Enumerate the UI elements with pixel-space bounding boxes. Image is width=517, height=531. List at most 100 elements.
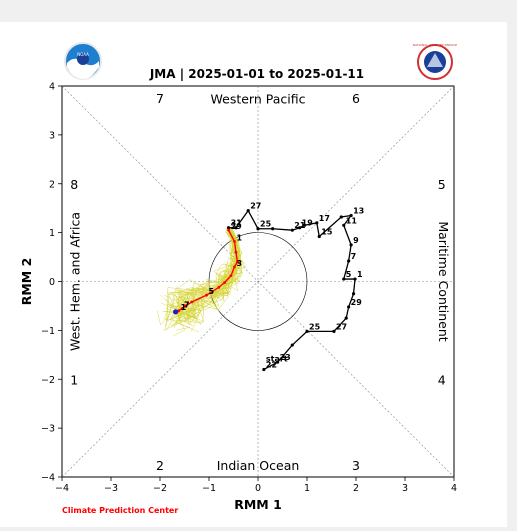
forecast-point [180, 306, 184, 310]
forecast-point [234, 250, 238, 254]
footer-credit: Climate Prediction Center [62, 506, 178, 515]
observed-point [271, 227, 275, 231]
forecast-point [233, 240, 236, 243]
observed-point [342, 277, 346, 281]
forecast-point-label: 3 [236, 259, 242, 268]
observed-point [302, 223, 307, 227]
observed-point-label: 11 [346, 216, 358, 225]
ensemble-member-line [177, 227, 241, 314]
observed-point [344, 316, 348, 320]
observed-point-label: 29 [351, 298, 363, 307]
observed-point-label: 22 [266, 360, 277, 369]
nws-logo-icon: NATIONAL WEATHER SERVICE [413, 43, 458, 80]
x-tick-label: −4 [55, 483, 69, 494]
observed-point-label: 23 [280, 353, 291, 362]
observed-point [227, 226, 231, 230]
x-tick-label: −1 [202, 483, 216, 494]
observed-point-label: 21 [294, 221, 306, 230]
start-label: start [266, 354, 288, 363]
y-tick-label: 0 [49, 277, 55, 288]
observed-point [339, 215, 343, 219]
phase-label-5: 5 [438, 177, 446, 192]
observed-point [290, 228, 294, 232]
observed-point-label: 5 [346, 270, 352, 279]
y-tick-label: −3 [41, 424, 55, 435]
observed-line [227, 209, 357, 372]
mjo-phase-diagram: NOAA NATIONAL WEATHER SERVICE JMA | 2025… [19, 42, 458, 515]
forecast-point-label: 5 [209, 287, 215, 296]
forecast-point [184, 304, 187, 308]
region-label-indian-ocean: Indian Ocean [217, 458, 300, 473]
forecast-point-label: 29 [231, 222, 243, 231]
observed-point [262, 367, 266, 372]
observed-point [351, 292, 356, 296]
observed-point-label: 13 [353, 207, 364, 216]
forecast-point [217, 285, 221, 289]
phase-label-1: 1 [70, 372, 78, 387]
y-tick-label: 2 [49, 179, 55, 190]
observed-point [276, 360, 280, 364]
observed-point-label: 27 [250, 202, 261, 211]
noaa-logo-icon: NOAA [64, 42, 102, 80]
observed-point [353, 277, 357, 281]
y-tick-label: −2 [41, 375, 55, 386]
ensemble-member-line [171, 233, 238, 318]
forecast-point [236, 260, 239, 264]
forecast-point [227, 228, 231, 232]
observed-point-label: 25 [309, 322, 321, 331]
forecast-point-label: 7 [184, 300, 190, 309]
ensemble-member-line [165, 232, 243, 327]
forecast-point [205, 293, 208, 297]
y-tick-label: −4 [41, 473, 55, 484]
x-axis-label: RMM 1 [234, 497, 282, 512]
observed-point [317, 234, 321, 239]
observed-point [332, 329, 336, 333]
observed-point [349, 213, 353, 218]
observed-point [347, 305, 351, 309]
observed-point-label: 27 [336, 322, 347, 331]
observed-point-label: 19 [302, 219, 314, 228]
ensemble-member-line [169, 227, 241, 333]
grid-lines [61, 85, 455, 478]
observed-point-label: 25 [260, 220, 272, 229]
observed-point-label: 15 [321, 228, 333, 237]
phase-label-2: 2 [156, 458, 164, 473]
phase-label-4: 4 [438, 372, 446, 387]
forecast-point-label: 1 [181, 303, 187, 312]
observed-point-label: 9 [353, 236, 359, 245]
ensemble-member-line [166, 231, 235, 320]
noaa-logo-text: NOAA [77, 52, 89, 57]
region-label-maritime-continent: Maritime Continent [436, 221, 451, 341]
region-label-west-hem-africa: West. Hem. and Africa [67, 212, 82, 351]
observed-point-label: 17 [319, 214, 330, 223]
forecast-point [223, 281, 227, 284]
x-axis-ticks: −4 −3 −2 −1 0 1 2 3 4 [55, 477, 457, 494]
x-tick-label: −2 [153, 483, 167, 494]
y-tick-label: 4 [49, 82, 55, 93]
observed-point-label: 7 [351, 252, 357, 261]
ensemble-member-line [178, 229, 240, 323]
grid-diagonal-2 [61, 85, 455, 478]
forecast-point [229, 274, 233, 278]
observed-point [347, 259, 351, 263]
phase-label-3: 3 [352, 458, 360, 473]
observed-point [298, 226, 302, 230]
x-tick-label: −3 [104, 483, 118, 494]
y-tick-label: −1 [41, 326, 55, 337]
forecast-point [233, 265, 236, 269]
observed-point [234, 226, 238, 230]
observed-point-label: 31 [231, 219, 243, 228]
observed-point [342, 223, 346, 227]
observed-point [305, 329, 309, 333]
region-label-western-pacific: Western Pacific [211, 92, 306, 107]
phase-label-8: 8 [70, 177, 78, 192]
observed-point [256, 227, 260, 231]
forecast-mean-line [173, 228, 239, 315]
forecast-end-marker [173, 309, 179, 315]
ensemble-member-line [176, 228, 245, 299]
y-tick-label: 3 [49, 130, 55, 141]
page: NOAA NATIONAL WEATHER SERVICE JMA | 2025… [0, 22, 507, 527]
forecast-point [190, 300, 194, 304]
nws-logo-text: NATIONAL WEATHER SERVICE [413, 43, 458, 47]
